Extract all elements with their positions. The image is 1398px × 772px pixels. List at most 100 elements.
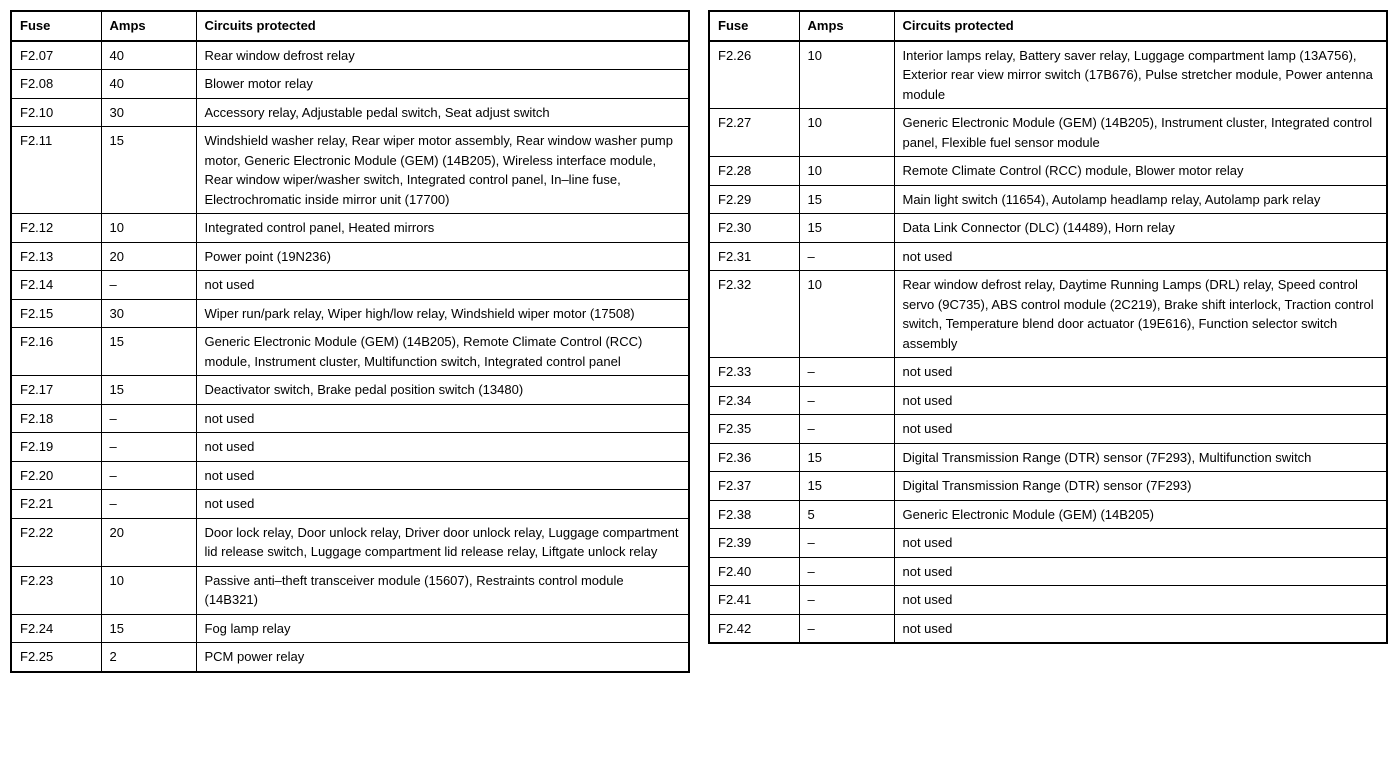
cell-amps: –: [101, 461, 196, 490]
cell-fuse: F2.23: [11, 566, 101, 614]
table-row: F2.18–not used: [11, 404, 689, 433]
table-row: F2.2915Main light switch (11654), Autola…: [709, 185, 1387, 214]
table-row: F2.34–not used: [709, 386, 1387, 415]
cell-fuse: F2.35: [709, 415, 799, 444]
cell-fuse: F2.30: [709, 214, 799, 243]
table-row: F2.2310Passive anti–theft transceiver mo…: [11, 566, 689, 614]
cell-fuse: F2.36: [709, 443, 799, 472]
table-row: F2.42–not used: [709, 614, 1387, 643]
cell-circ: not used: [894, 242, 1387, 271]
table-row: F2.1715Deactivator switch, Brake pedal p…: [11, 376, 689, 405]
cell-amps: 15: [799, 214, 894, 243]
cell-circ: not used: [196, 404, 689, 433]
col-fuse: Fuse: [709, 11, 799, 41]
table-row: F2.2610Interior lamps relay, Battery sav…: [709, 41, 1387, 109]
table-row: F2.0740Rear window defrost relay: [11, 41, 689, 70]
table-row: F2.2810Remote Climate Control (RCC) modu…: [709, 157, 1387, 186]
cell-amps: 10: [799, 109, 894, 157]
cell-amps: 40: [101, 41, 196, 70]
cell-amps: –: [799, 386, 894, 415]
table-row: F2.3015Data Link Connector (DLC) (14489)…: [709, 214, 1387, 243]
cell-fuse: F2.12: [11, 214, 101, 243]
table-row: F2.1210Integrated control panel, Heated …: [11, 214, 689, 243]
cell-circ: PCM power relay: [196, 643, 689, 672]
col-circuits: Circuits protected: [196, 11, 689, 41]
table-row: F2.252PCM power relay: [11, 643, 689, 672]
cell-fuse: F2.22: [11, 518, 101, 566]
cell-circ: Blower motor relay: [196, 70, 689, 99]
cell-circ: not used: [894, 557, 1387, 586]
cell-amps: 5: [799, 500, 894, 529]
cell-fuse: F2.21: [11, 490, 101, 519]
cell-circ: Power point (19N236): [196, 242, 689, 271]
cell-fuse: F2.24: [11, 614, 101, 643]
cell-amps: 15: [101, 328, 196, 376]
table-header-row: Fuse Amps Circuits protected: [709, 11, 1387, 41]
cell-amps: 20: [101, 242, 196, 271]
table-row: F2.2710Generic Electronic Module (GEM) (…: [709, 109, 1387, 157]
cell-amps: –: [101, 271, 196, 300]
fuse-table-left: Fuse Amps Circuits protected F2.0740Rear…: [10, 10, 690, 673]
cell-fuse: F2.17: [11, 376, 101, 405]
table-row: F2.385Generic Electronic Module (GEM) (1…: [709, 500, 1387, 529]
cell-fuse: F2.07: [11, 41, 101, 70]
table-row: F2.3210Rear window defrost relay, Daytim…: [709, 271, 1387, 358]
cell-circ: Door lock relay, Door unlock relay, Driv…: [196, 518, 689, 566]
table-row: F2.2220Door lock relay, Door unlock rela…: [11, 518, 689, 566]
cell-amps: –: [799, 415, 894, 444]
table-row: F2.2415Fog lamp relay: [11, 614, 689, 643]
table-row: F2.31–not used: [709, 242, 1387, 271]
cell-circ: Rear window defrost relay: [196, 41, 689, 70]
cell-circ: Data Link Connector (DLC) (14489), Horn …: [894, 214, 1387, 243]
table-row: F2.1320Power point (19N236): [11, 242, 689, 271]
cell-fuse: F2.10: [11, 98, 101, 127]
table-row: F2.1615Generic Electronic Module (GEM) (…: [11, 328, 689, 376]
table-row: F2.40–not used: [709, 557, 1387, 586]
cell-fuse: F2.25: [11, 643, 101, 672]
cell-amps: 10: [799, 41, 894, 109]
table-row: F2.3615Digital Transmission Range (DTR) …: [709, 443, 1387, 472]
cell-fuse: F2.34: [709, 386, 799, 415]
cell-fuse: F2.42: [709, 614, 799, 643]
cell-fuse: F2.38: [709, 500, 799, 529]
cell-fuse: F2.15: [11, 299, 101, 328]
cell-fuse: F2.31: [709, 242, 799, 271]
cell-amps: –: [101, 404, 196, 433]
cell-circ: not used: [894, 586, 1387, 615]
col-amps: Amps: [799, 11, 894, 41]
cell-amps: 15: [799, 185, 894, 214]
cell-fuse: F2.13: [11, 242, 101, 271]
col-amps: Amps: [101, 11, 196, 41]
cell-amps: –: [799, 586, 894, 615]
col-fuse: Fuse: [11, 11, 101, 41]
cell-fuse: F2.37: [709, 472, 799, 501]
cell-amps: –: [101, 490, 196, 519]
cell-circ: Integrated control panel, Heated mirrors: [196, 214, 689, 243]
cell-circ: Interior lamps relay, Battery saver rela…: [894, 41, 1387, 109]
cell-circ: not used: [894, 358, 1387, 387]
cell-amps: 15: [799, 443, 894, 472]
cell-fuse: F2.08: [11, 70, 101, 99]
table-row: F2.0840Blower motor relay: [11, 70, 689, 99]
cell-circ: not used: [196, 461, 689, 490]
cell-circ: Fog lamp relay: [196, 614, 689, 643]
cell-fuse: F2.26: [709, 41, 799, 109]
cell-circ: Main light switch (11654), Autolamp head…: [894, 185, 1387, 214]
col-circuits: Circuits protected: [894, 11, 1387, 41]
cell-circ: not used: [196, 490, 689, 519]
fuse-table-right: Fuse Amps Circuits protected F2.2610Inte…: [708, 10, 1388, 644]
cell-amps: 40: [101, 70, 196, 99]
cell-amps: 10: [799, 157, 894, 186]
cell-amps: –: [799, 242, 894, 271]
cell-circ: not used: [894, 614, 1387, 643]
cell-amps: 15: [101, 127, 196, 214]
cell-fuse: F2.28: [709, 157, 799, 186]
cell-fuse: F2.19: [11, 433, 101, 462]
cell-amps: 15: [101, 376, 196, 405]
cell-circ: not used: [894, 415, 1387, 444]
cell-circ: not used: [196, 433, 689, 462]
table-row: F2.20–not used: [11, 461, 689, 490]
table-header-row: Fuse Amps Circuits protected: [11, 11, 689, 41]
cell-circ: Deactivator switch, Brake pedal position…: [196, 376, 689, 405]
table-row: F2.41–not used: [709, 586, 1387, 615]
